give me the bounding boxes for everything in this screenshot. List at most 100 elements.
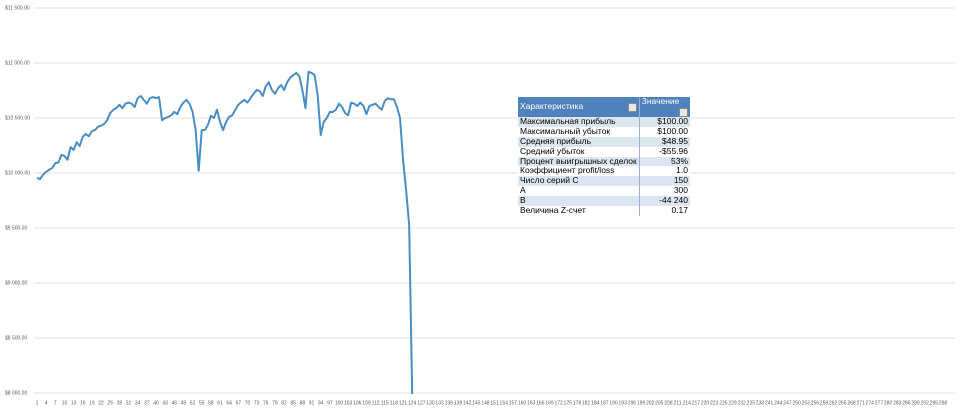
table-cell: B [518, 195, 640, 207]
x-tick-label: 91 [309, 400, 315, 406]
table-row: Число серий С 150 [518, 175, 690, 187]
y-tick-label: $8 000.00 [5, 390, 27, 396]
x-tick-label: 262 [829, 400, 838, 406]
x-tick-label: 187 [600, 400, 609, 406]
x-tick-label: 253 [802, 400, 811, 406]
x-tick-label: 166 [536, 400, 545, 406]
x-tick-label: 1 [36, 400, 39, 406]
x-tick-label: 193 [619, 400, 628, 406]
x-tick-label: 22 [98, 400, 104, 406]
x-tick-label: 109 [362, 400, 371, 406]
y-tick-label: $11 000.00 [5, 60, 30, 66]
x-tick-label: 211 [674, 400, 682, 406]
x-tick-label: 250 [792, 400, 801, 406]
x-tick-label: 7 [54, 400, 57, 406]
x-tick-label: 55 [199, 400, 205, 406]
table-row: A 300 [518, 185, 690, 197]
x-tick-label: 34 [135, 400, 141, 406]
x-tick-label: 25 [107, 400, 113, 406]
x-tick-label: 208 [664, 400, 673, 406]
x-tick-label: 118 [390, 400, 398, 406]
table-cell: Величина Z-счет [518, 205, 640, 216]
x-tick-label: 289 [911, 400, 920, 406]
x-tick-label: 82 [281, 400, 287, 406]
x-tick-label: 274 [866, 400, 875, 406]
table-cell: 300 [638, 185, 690, 197]
x-tick-label: 259 [820, 400, 829, 406]
x-tick-label: 70 [245, 400, 251, 406]
x-tick-label: 133 [435, 400, 444, 406]
data-line [36, 70, 414, 394]
stats-table: Характеристика Значение Максимальная прибы… [518, 96, 690, 216]
x-tick-label: 190 [609, 400, 618, 406]
table-row: Максимальная прибыль $100.00 [518, 116, 690, 127]
table-row: Процент выигрышных сделок 53% [518, 156, 690, 167]
table-cell: $48.95 [638, 136, 690, 147]
table-cell: $100.00 [638, 126, 690, 137]
x-tick-label: 268 [847, 400, 856, 406]
x-tick-label: 127 [417, 400, 426, 406]
x-tick-label: 100 [335, 400, 344, 406]
x-tick-label: 40 [153, 400, 159, 406]
header-cell: Характеристика [518, 97, 640, 117]
table-row: Величина Z-счет 0.17 [518, 205, 690, 216]
x-tick-label: 10 [62, 400, 68, 406]
y-tick-label: $10 000.00 [5, 170, 30, 176]
x-tick-label: 94 [318, 400, 324, 406]
x-tick-label: 235 [747, 400, 756, 406]
x-tick-label: 88 [300, 400, 306, 406]
x-tick-label: 271 [856, 400, 865, 406]
y-tick-label: $9 000.00 [5, 280, 27, 286]
x-tick-label: 229 [728, 400, 737, 406]
x-tick-label: 37 [144, 400, 150, 406]
x-tick-label: 217 [692, 400, 701, 406]
x-tick-label: 4 [45, 400, 48, 406]
x-tick-label: 226 [719, 400, 728, 406]
x-tick-label: 52 [190, 400, 196, 406]
x-tick-label: 76 [263, 400, 269, 406]
x-tick-label: 265 [838, 400, 847, 406]
x-tick-label: 115 [381, 400, 389, 406]
x-tick-label: 73 [254, 400, 260, 406]
table-cell: 1.0 [638, 166, 690, 177]
x-tick-label: 67 [236, 400, 242, 406]
x-tick-label: 298 [939, 400, 948, 406]
table-cell: Коэффициент profit/loss [518, 166, 640, 177]
x-tick-label: 256 [811, 400, 820, 406]
x-tick-label: 79 [272, 400, 278, 406]
x-tick-label: 61 [217, 400, 223, 406]
x-tick-label: 64 [226, 400, 232, 406]
table-cell: Максимальная прибыль [518, 116, 640, 127]
x-tick-label: 148 [481, 400, 490, 406]
x-tick-label: 85 [290, 400, 296, 406]
x-tick-label: 19 [89, 400, 95, 406]
x-tick-label: 232 [737, 400, 746, 406]
x-tick-label: 58 [208, 400, 214, 406]
x-tick-label: 172 [554, 400, 563, 406]
x-tick-label: 157 [509, 400, 518, 406]
table-row: Максимальный убыток $100.00 [518, 126, 690, 137]
header-cell: Значение [638, 96, 690, 117]
table-cell: Процент выигрышных сделок [518, 156, 640, 167]
x-tick-label: 277 [875, 400, 884, 406]
x-tick-label: 223 [710, 400, 719, 406]
x-tick-label: 145 [472, 400, 481, 406]
x-tick-label: 214 [683, 400, 692, 406]
x-tick-label: 244 [774, 400, 783, 406]
x-tick-label: 241 [765, 400, 774, 406]
x-tick-label: 112 [372, 400, 380, 406]
x-tick-label: 196 [628, 400, 637, 406]
y-tick-label: $8 500.00 [5, 335, 27, 341]
table-row: Средний убыток -$55.96 [518, 146, 690, 157]
filter-button[interactable] [679, 107, 688, 117]
x-tick-label: 97 [327, 400, 333, 406]
table-cell: A [518, 185, 640, 197]
table-cell: Число серий С [518, 175, 640, 187]
x-tick-label: 292 [921, 400, 930, 406]
x-tick-label: 283 [893, 400, 902, 406]
x-tick-label: 205 [655, 400, 664, 406]
x-tick-label: 46 [171, 400, 177, 406]
x-tick-label: 136 [445, 400, 454, 406]
filter-button[interactable] [627, 102, 637, 112]
